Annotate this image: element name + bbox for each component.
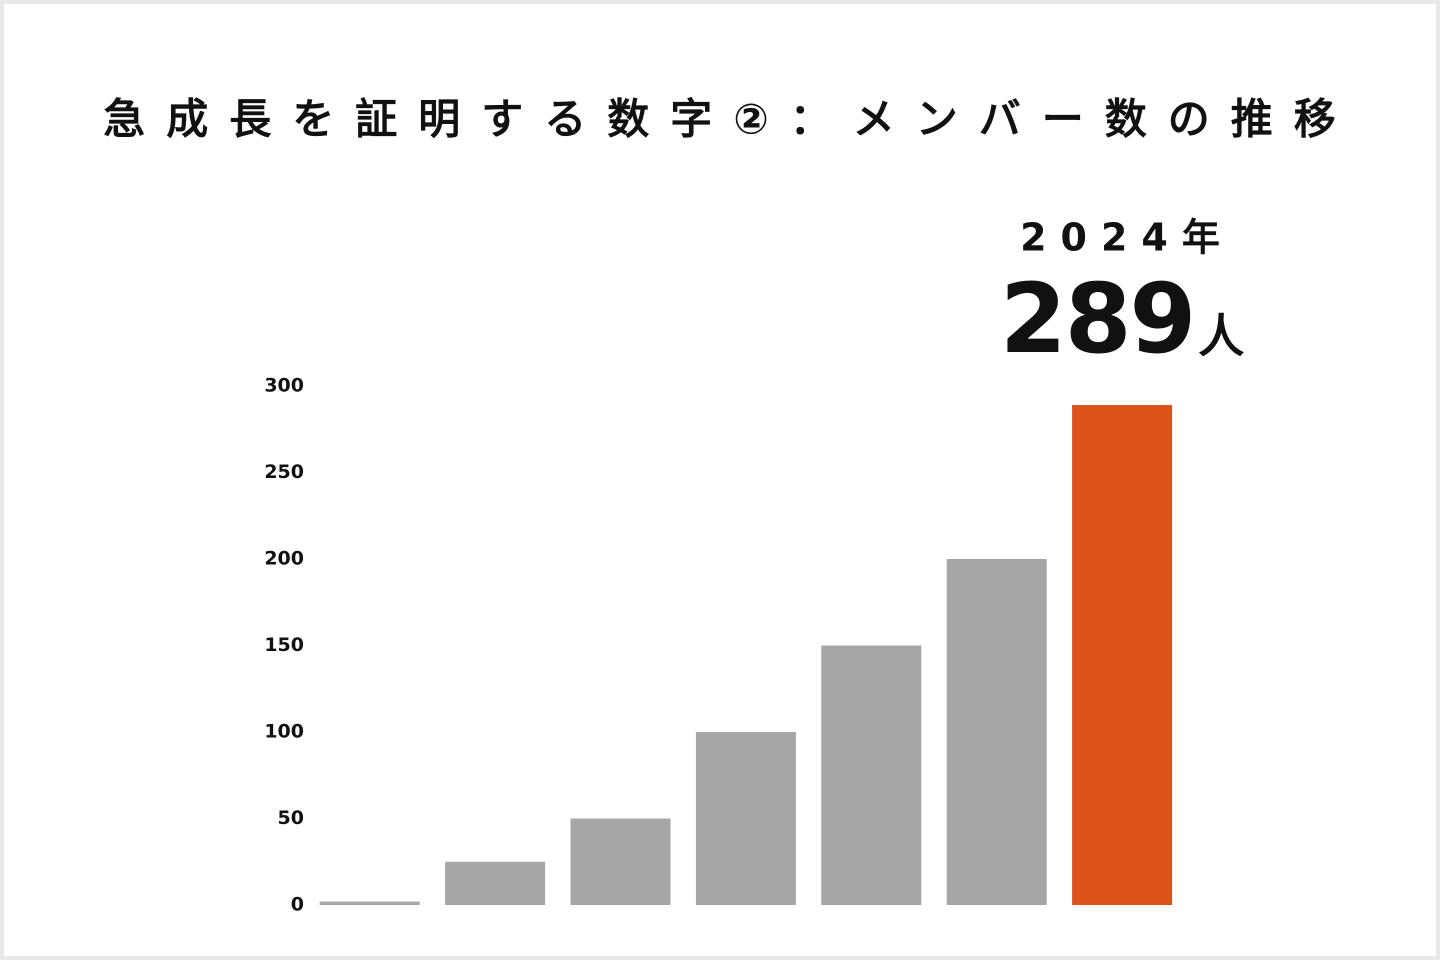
bar [1072,405,1173,905]
y-tick-label: 100 [264,721,304,743]
bar [695,732,796,905]
value-number: 289 [1000,263,1194,375]
y-tick-label: 50 [278,807,304,829]
annotation: 2024年 [1020,216,1234,260]
value-unit: 人 [1198,309,1244,363]
y-tick-label: 250 [264,461,304,483]
bar [570,818,671,905]
y-tick-label: 150 [264,634,304,656]
bar [319,901,420,905]
bar [821,645,922,905]
y-tick-label: 200 [264,548,304,570]
y-tick-label: 0 [291,894,304,916]
chart-title: 急成長を証明する数字②：メンバー数の推移 [103,95,1357,144]
value-label: 289人 [1000,263,1244,375]
y-tick-label: 300 [264,375,304,397]
bar [946,559,1047,905]
bar [445,861,546,905]
